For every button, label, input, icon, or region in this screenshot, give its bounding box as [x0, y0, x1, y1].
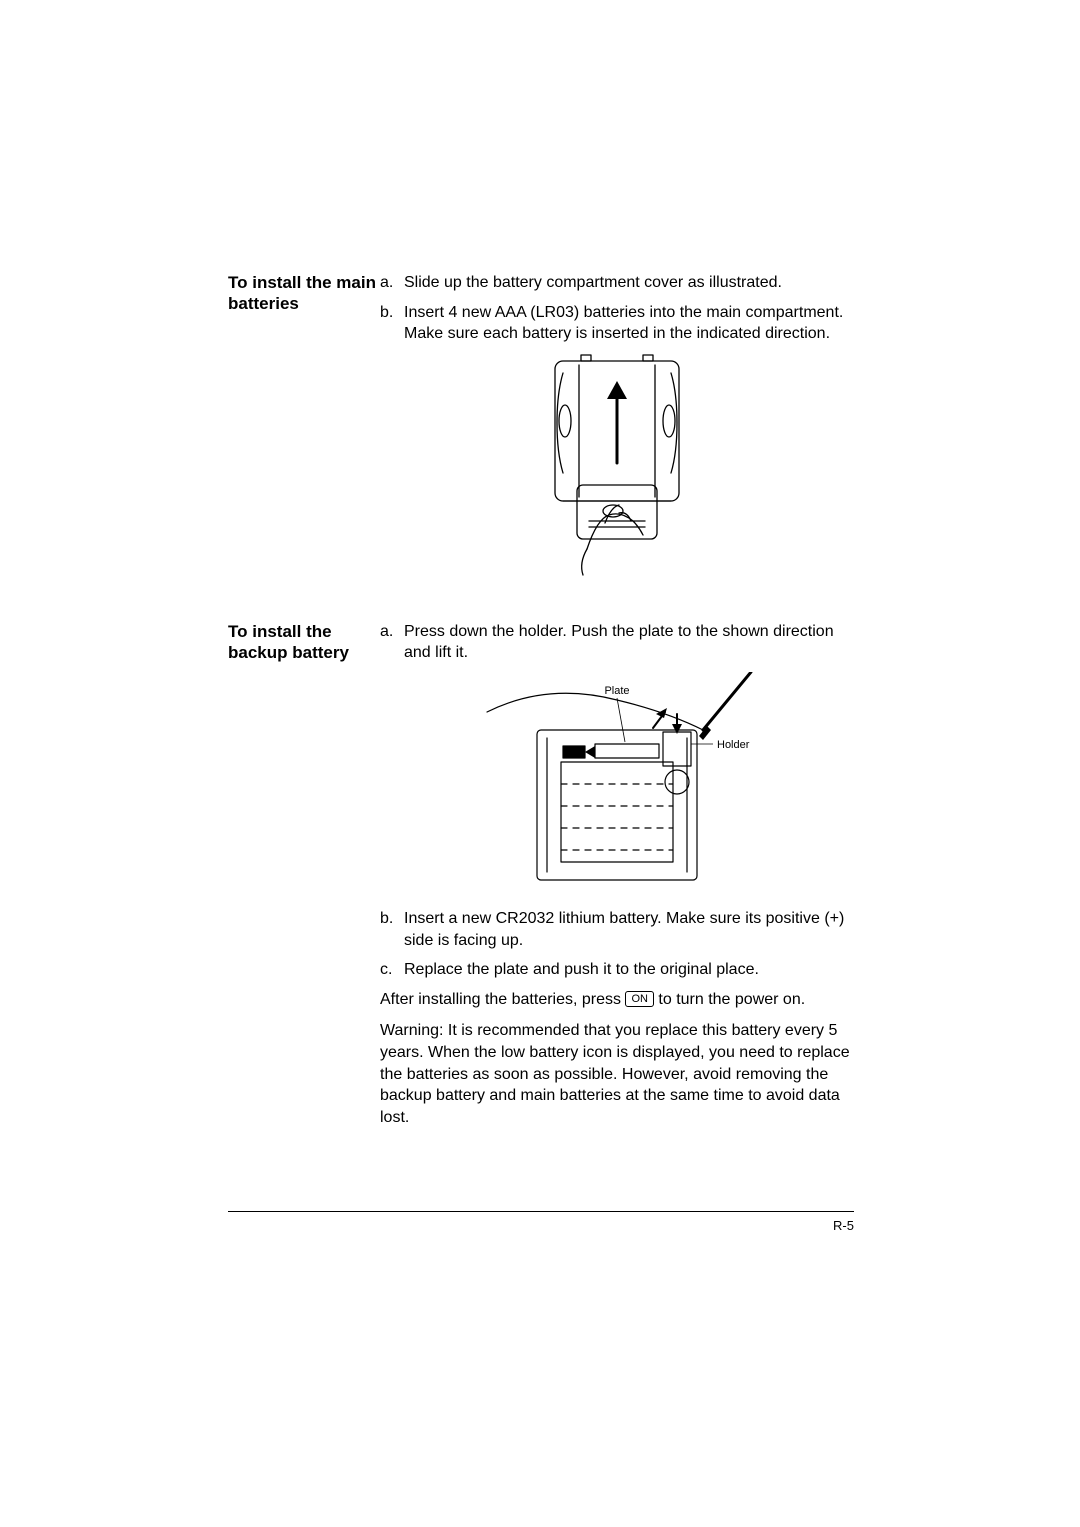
- figure-label-plate: Plate: [604, 685, 629, 697]
- side-column: To install the backup battery: [228, 621, 380, 664]
- heading-backup-battery: To install the backup battery: [228, 621, 380, 664]
- body-column: a. Slide up the battery compartment cove…: [380, 272, 854, 599]
- step-2b: b. Insert a new CR2032 lithium battery. …: [380, 908, 854, 951]
- footer-rule: [228, 1211, 854, 1212]
- after-suffix: to turn the power on.: [658, 991, 805, 1008]
- on-key-icon: ON: [625, 991, 654, 1007]
- body-column: a. Press down the holder. Push the plate…: [380, 621, 854, 1139]
- figure-backup-holder: Plate Holder: [380, 672, 854, 892]
- step-marker: b.: [380, 908, 404, 951]
- step-1b: b. Insert 4 new AAA (LR03) batteries int…: [380, 302, 854, 345]
- step-2a: a. Press down the holder. Push the plate…: [380, 621, 854, 664]
- step-marker: b.: [380, 302, 404, 345]
- heading-main-batteries: To install the main batteries: [228, 272, 380, 315]
- step-marker: a.: [380, 272, 404, 294]
- step-1a: a. Slide up the battery compartment cove…: [380, 272, 854, 294]
- step-text: Replace the plate and push it to the ori…: [404, 959, 854, 981]
- step-text: Insert a new CR2032 lithium battery. Mak…: [404, 908, 854, 951]
- page-number: R-5: [228, 1218, 854, 1233]
- after-install-note: After installing the batteries, press ON…: [380, 989, 854, 1011]
- figure-label-holder: Holder: [717, 739, 750, 751]
- after-prefix: After installing the batteries, press: [380, 991, 625, 1008]
- section-main-batteries: To install the main batteries a. Slide u…: [228, 272, 854, 599]
- content-area: To install the main batteries a. Slide u…: [228, 272, 854, 1160]
- figure-battery-cover: [380, 353, 854, 583]
- section-backup-battery: To install the backup battery a. Press d…: [228, 621, 854, 1139]
- battery-cover-illustration: [517, 353, 717, 583]
- step-text: Press down the holder. Push the plate to…: [404, 621, 854, 664]
- step-2c: c. Replace the plate and push it to the …: [380, 959, 854, 981]
- warning-paragraph: Warning: It is recommended that you repl…: [380, 1020, 854, 1128]
- step-text: Insert 4 new AAA (LR03) batteries into t…: [404, 302, 854, 345]
- step-text: Slide up the battery compartment cover a…: [404, 272, 854, 294]
- step-marker: a.: [380, 621, 404, 664]
- backup-holder-illustration: Plate Holder: [467, 672, 767, 892]
- manual-page: To install the main batteries a. Slide u…: [0, 0, 1080, 1527]
- step-marker: c.: [380, 959, 404, 981]
- side-column: To install the main batteries: [228, 272, 380, 315]
